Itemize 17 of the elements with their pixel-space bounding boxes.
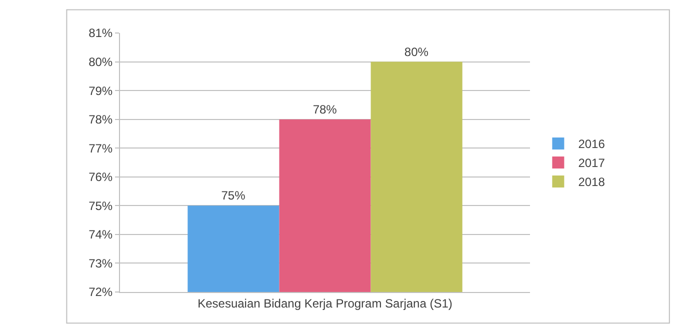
- y-tick-label: 80%: [88, 54, 113, 69]
- legend-label: 2016: [578, 137, 606, 152]
- y-tick-label: 76%: [88, 170, 113, 184]
- y-tick-label: 77%: [88, 141, 113, 156]
- data-label: 75%: [221, 188, 246, 203]
- y-tick-label: 72%: [88, 285, 113, 300]
- y-tick-label: 73%: [88, 256, 113, 270]
- y-tick-label: 75%: [88, 198, 113, 213]
- y-tick-label: 79%: [88, 84, 113, 98]
- y-tick-label: 81%: [88, 26, 113, 40]
- legend-label: 2017: [578, 156, 606, 170]
- y-tick-label: 78%: [88, 112, 113, 127]
- legend-label: 2018: [578, 175, 606, 190]
- x-tick-label: Kesesuaian Bidang Kerja Program Sarjana (S1): [198, 296, 452, 310]
- data-label: 80%: [404, 44, 429, 59]
- data-label: 78%: [312, 102, 338, 116]
- y-tick-label: 74%: [88, 228, 113, 242]
